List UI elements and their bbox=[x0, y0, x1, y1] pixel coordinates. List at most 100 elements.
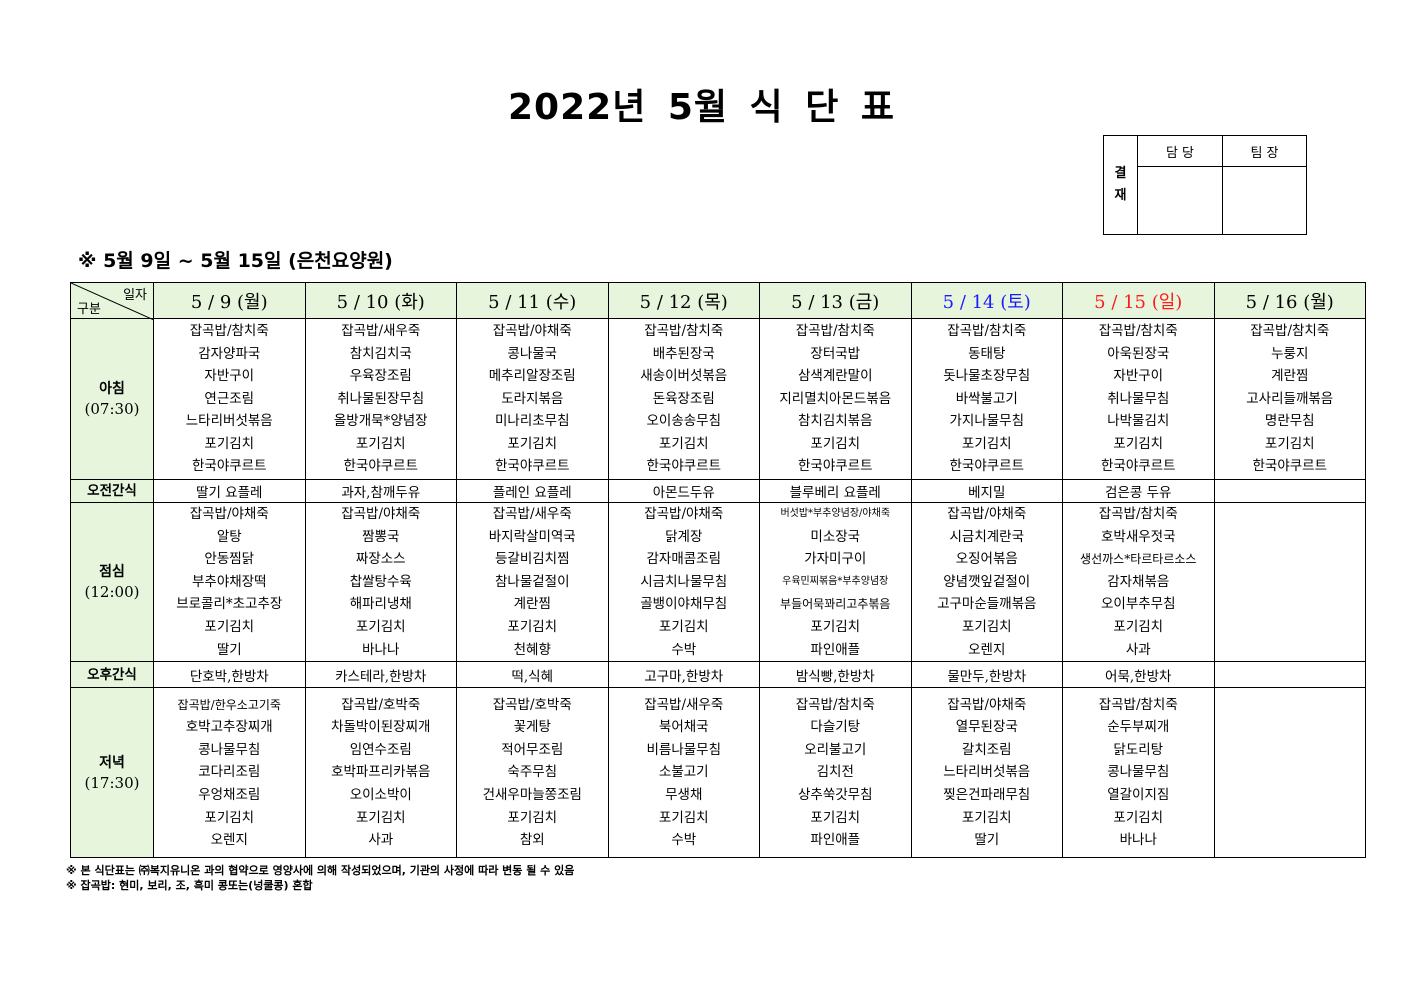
menu-item: 포기김치 bbox=[355, 435, 406, 452]
day-header: 5 / 10 (화) bbox=[304, 282, 457, 319]
menu-item: 누룽지 bbox=[1271, 345, 1309, 362]
row-label-time: (12:00) bbox=[84, 583, 140, 602]
menu-item: 잡곡밥/새우죽 bbox=[341, 322, 421, 339]
menu-item: 잡곡밥/야채죽 bbox=[492, 322, 572, 339]
menu-item: 포기김치 bbox=[1113, 435, 1164, 452]
menu-item: 딸기 bbox=[216, 641, 242, 658]
menu-item: 포기김치 bbox=[507, 618, 558, 635]
snack-cell: 블루베리 요플레 bbox=[759, 479, 912, 503]
menu-item: 꽃게탕 bbox=[513, 719, 551, 736]
menu-item: 순두부찌개 bbox=[1107, 719, 1170, 736]
menu-item: 고구마순들깨볶음 bbox=[937, 596, 1037, 613]
menu-item: 생선까스*타르타르소스 bbox=[1080, 552, 1197, 567]
menu-item: 포기김치 bbox=[1113, 809, 1164, 826]
menu-item: 바지락살미역국 bbox=[488, 528, 576, 545]
snack-cell: 검은콩 두유 bbox=[1062, 479, 1215, 503]
menu-item: 부들어묵꽈리고추볶음 bbox=[780, 597, 891, 612]
day-header: 5 / 14 (토) bbox=[910, 282, 1063, 319]
row-label-text: 오후간식 bbox=[87, 666, 137, 683]
menu-item: 포기김치 bbox=[507, 809, 558, 826]
menu-item: 한국야쿠르트 bbox=[646, 458, 722, 475]
meal-cell: 잡곡밥/야채죽 알탕 안동찜닭 부추야채장떡 브로콜리*초고추장 포기김치 딸기 bbox=[153, 501, 306, 663]
menu-item: 잡곡밥/참치죽 bbox=[1250, 322, 1330, 339]
menu-item: 등갈비김치찜 bbox=[494, 551, 570, 568]
menu-item: 양념깻잎겉절이 bbox=[943, 573, 1031, 590]
meal-cell: 잡곡밥/참치죽 동태탕 돗나물초장무침 바싹불고기 가지나물무침 포기김치 한국야쿠르트 bbox=[910, 318, 1063, 480]
menu-item: 미소장국 bbox=[810, 528, 861, 545]
menu-item: 닭도리탕 bbox=[1113, 741, 1164, 758]
menu-item: 배추된장국 bbox=[652, 345, 715, 362]
meal-cell: 잡곡밥/참치죽 다슬기탕 오리불고기 김치전 상추쑥갓무침 포기김치 파인애플 bbox=[759, 687, 912, 859]
snack-cell: 아몬드두유 bbox=[607, 479, 760, 503]
menu-item: 연근조림 bbox=[204, 390, 255, 407]
header-row: 일자 구분 5 / 9 (월) 5 / 10 (화) 5 / 11 (수) 5 / 1… bbox=[70, 282, 1366, 320]
menu-item: 잡곡밥/야채죽 bbox=[644, 506, 724, 522]
menu-item: 미나리초무침 bbox=[494, 413, 570, 430]
meal-cell: 잡곡밥/새우죽 바지락살미역국 등갈비김치찜 참나물겉절이 계란찜 포기김치 천혜향 bbox=[456, 501, 609, 663]
approval-col-manager: 담 당 bbox=[1137, 135, 1223, 167]
menu-item: 잡곡밥/새우죽 bbox=[492, 506, 572, 522]
day-header: 5 / 13 (금) bbox=[759, 282, 912, 319]
menu-item: 포기김치 bbox=[204, 618, 255, 635]
meal-cell: 잡곡밥/참치죽 아욱된장국 자반구이 취나물무침 나박물김치 포기김치 한국야쿠르트 bbox=[1062, 318, 1215, 480]
meal-cell: 잡곡밥/참치죽 장터국밥 삼색계란말이 지리멸치아몬드볶음 참치김치볶음 포기김치 한국야쿠… bbox=[759, 318, 912, 480]
menu-item: 무생채 bbox=[665, 786, 703, 803]
menu-item: 느타리버섯볶음 bbox=[943, 764, 1031, 781]
menu-item: 느타리버섯볶음 bbox=[185, 413, 273, 430]
menu-item: 사과 bbox=[1125, 641, 1151, 658]
menu-item: 소불고기 bbox=[658, 764, 709, 781]
snack-cell: 떡,식혜 bbox=[456, 661, 609, 689]
page-title: 2022년 5월 식 단 표 bbox=[508, 87, 895, 128]
row-label-text: 오전간식 bbox=[87, 483, 137, 499]
menu-item: 포기김치 bbox=[961, 435, 1012, 452]
menu-item: 가자미구이 bbox=[804, 551, 867, 568]
menu-item: 잡곡밥/호박죽 bbox=[341, 696, 421, 713]
menu-item: 한국야쿠르트 bbox=[191, 458, 267, 475]
row-label-text: 저녁 bbox=[99, 754, 125, 771]
row-label: 저녁 (17:30) bbox=[70, 687, 154, 859]
row-label-text: 점심 bbox=[99, 564, 125, 581]
menu-item: 수박 bbox=[671, 832, 697, 849]
menu-item: 잡곡밥/참치죽 bbox=[189, 322, 269, 339]
menu-item: 임연수조림 bbox=[349, 741, 412, 758]
menu-item: 자반구이 bbox=[204, 368, 255, 385]
meal-cell bbox=[1213, 687, 1366, 859]
snack-cell: 단호박,한방차 bbox=[153, 661, 306, 689]
row-label: 오후간식 bbox=[70, 661, 154, 689]
menu-item: 장터국밥 bbox=[810, 345, 861, 362]
meal-cell: 잡곡밥/호박죽 차돌박이된장찌개 임연수조림 호박파프리카볶음 오이소박이 포기김치 사과 bbox=[304, 687, 457, 859]
menu-item: 바싹불고기 bbox=[955, 390, 1018, 407]
menu-item: 오렌지 bbox=[968, 641, 1006, 658]
snack-cell: 과자,참깨두유 bbox=[304, 479, 457, 503]
meal-cell: 잡곡밥/한우소고기죽 호박고추장찌개 콩나물무침 코다리조림 우엉채조림 포기김치 오렌지 bbox=[153, 687, 306, 859]
day-header: 5 / 11 (수) bbox=[456, 282, 609, 319]
meal-cell: 잡곡밥/호박죽 꽃게탕 적어무조림 숙주무침 건새우마늘쫑조림 포기김치 참외 bbox=[456, 687, 609, 859]
menu-item: 열무된장국 bbox=[955, 719, 1018, 736]
menu-item: 새송이버섯볶음 bbox=[640, 368, 728, 385]
snack-cell: 밤식빵,한방차 bbox=[759, 661, 912, 689]
menu-item: 취나물된장무침 bbox=[337, 390, 425, 407]
menu-item: 포기김치 bbox=[204, 809, 255, 826]
menu-item: 잡곡밥/참치죽 bbox=[795, 322, 875, 339]
menu-item: 한국야쿠르트 bbox=[1100, 458, 1176, 475]
menu-item: 포기김치 bbox=[355, 809, 406, 826]
menu-item: 시금치나물무침 bbox=[640, 573, 728, 590]
menu-item: 포기김치 bbox=[961, 809, 1012, 826]
menu-item: 잡곡밥/참치죽 bbox=[1098, 506, 1178, 522]
menu-item: 올방개묵*양념장 bbox=[333, 413, 428, 430]
menu-item: 콩나물무침 bbox=[1107, 764, 1170, 781]
day-header: 5 / 16 (월) bbox=[1213, 282, 1366, 319]
corner-category-label: 구분 bbox=[77, 302, 101, 317]
menu-item: 잡곡밥/참치죽 bbox=[947, 322, 1027, 339]
menu-item: 딸기 bbox=[974, 832, 1000, 849]
menu-item: 시금치계란국 bbox=[949, 528, 1025, 545]
menu-item: 돈육장조림 bbox=[652, 390, 715, 407]
snack-cell bbox=[1213, 479, 1366, 503]
menu-item: 메추리알장조림 bbox=[488, 368, 576, 385]
menu-item: 호박고추장찌개 bbox=[185, 719, 273, 736]
row-label: 아침 (07:30) bbox=[70, 318, 154, 480]
menu-item: 가지나물무침 bbox=[949, 413, 1025, 430]
snack-row: 오후간식 단호박,한방차 카스테라,한방차 떡,식혜 고구마,한방차 밤식빵,한방차 물만두… bbox=[70, 661, 1366, 689]
meal-cell: 잡곡밥/야채죽 짬뽕국 짜장소스 찹쌀탕수육 해파리냉채 포기김치 바나나 bbox=[304, 501, 457, 663]
menu-item: 취나물무침 bbox=[1107, 390, 1170, 407]
